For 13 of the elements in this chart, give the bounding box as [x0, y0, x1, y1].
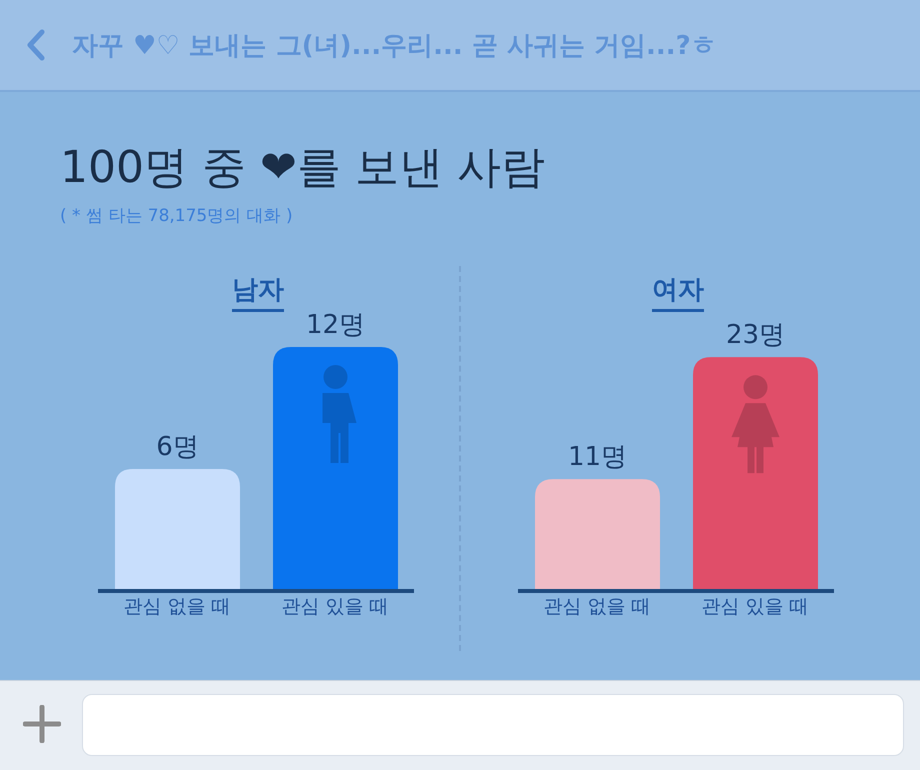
text: 100명 중 ❤를 보낸 사람 — [60, 141, 545, 195]
x-tick-label: 관심 있을 때 — [281, 595, 389, 618]
text: 자꾸 ♥♡ 보내는 그(녀)...우리... 곧 사귀는 거임...?ㅎ — [72, 30, 717, 62]
data-label: 6명 — [156, 432, 199, 462]
x-tick-label: 관심 없을 때 — [543, 595, 651, 618]
x-tick-label: 관심 있을 때 — [701, 595, 809, 618]
data-label: 23명 — [726, 320, 786, 350]
x-tick-label: 관심 없을 때 — [123, 595, 231, 618]
chart-title: 여자 — [652, 275, 704, 312]
data-label: 11명 — [568, 442, 628, 472]
chart-title: 남자 — [232, 275, 284, 312]
text: ( * 썸 타는 78,175명의 대화 ) — [60, 205, 293, 227]
data-label: 12명 — [306, 310, 366, 340]
